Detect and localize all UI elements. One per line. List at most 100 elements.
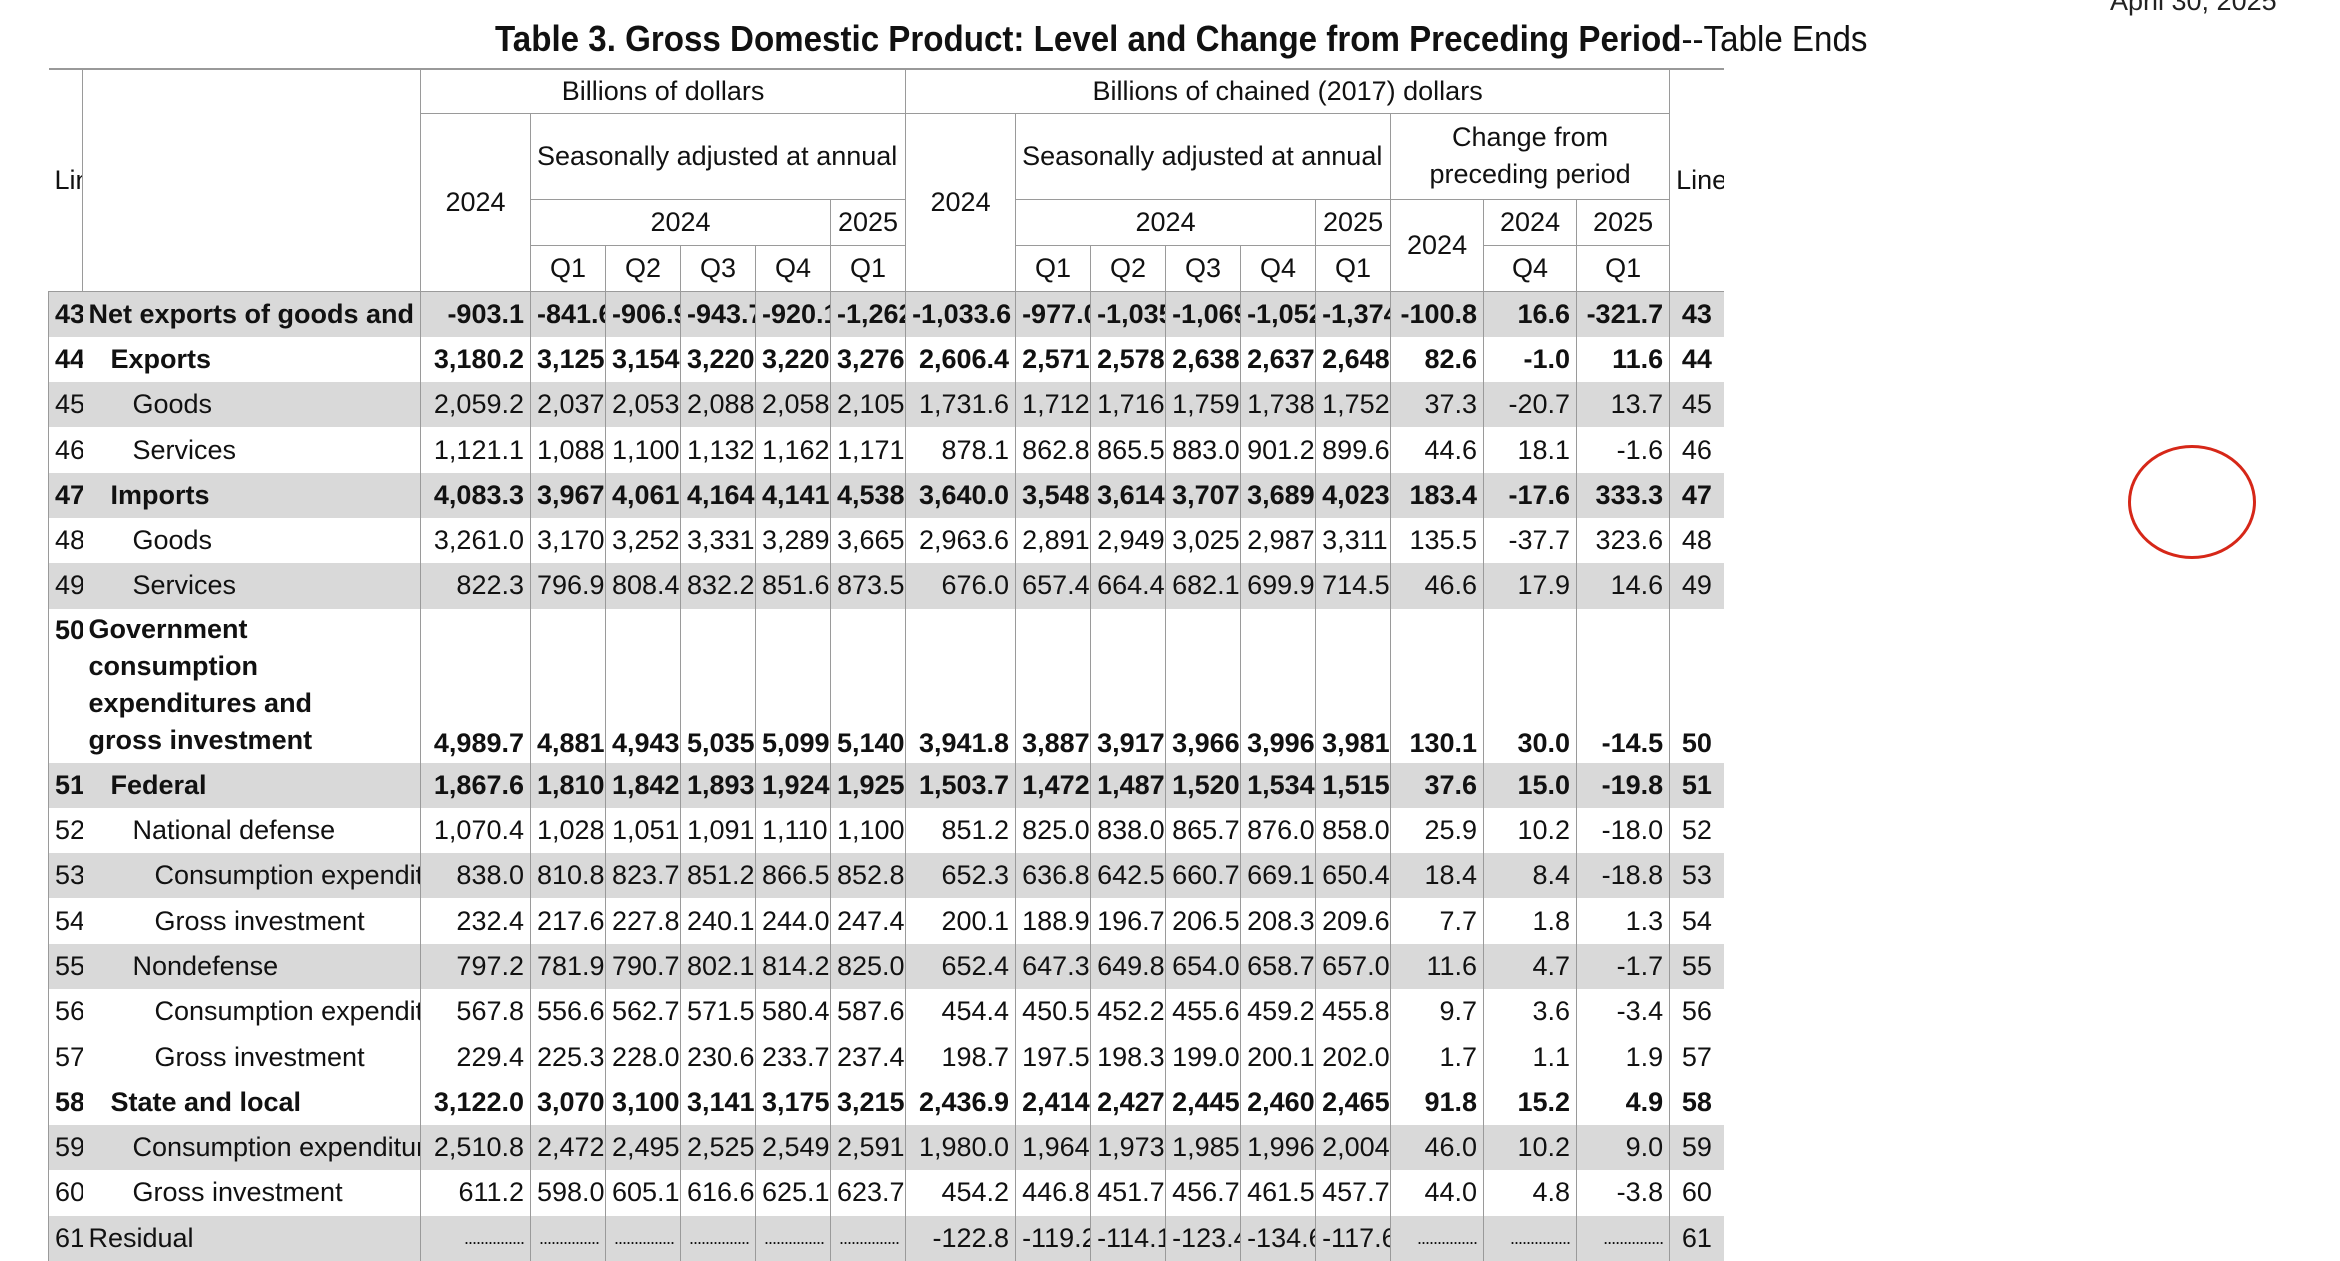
row-value: 562.7 [605,989,681,1035]
row-value: 3,070.7 [530,1079,606,1125]
row-value: 44.0 [1390,1170,1485,1216]
header-change-q4: Q4 [1483,245,1578,292]
row-value: 2,549.9 [755,1124,831,1171]
row-value: 1,171.1 [829,427,907,473]
row-value: 14.6 [1576,563,1671,609]
row-value: 664.4 [1090,563,1167,609]
row-value: 3,941.8 [905,608,1017,763]
row-value: 858.0 [1315,807,1392,854]
row-value: 823.7 [605,853,681,899]
row-value: 25.9 [1390,807,1485,854]
row-value: -1,035.7 [1090,291,1167,337]
row-value: -1,033.6 [905,291,1017,337]
row-value: 625.1 [755,1170,831,1216]
table-row: 45Goods2,059.22,037.02,053.42,088.32,058… [48,382,2292,428]
row-value: 8.4 [1483,853,1578,899]
row-value: 1,472.2 [1015,762,1092,808]
row-value: 1,070.4 [420,807,531,854]
row-value: 4,989.7 [420,608,531,763]
row-value: -906.9 [605,291,681,337]
row-value: ............... [680,1215,756,1261]
table-title: Table 3. Gross Domestic Product: Level a… [105,18,2258,60]
row-line-number: 59 [48,1124,83,1171]
header-saar-chained: Seasonally adjusted at annual rates [1015,113,1392,200]
row-value: 657.4 [1015,563,1092,609]
row-line-number-right: 58 [1669,1079,1724,1125]
header-2024-quarters-current: 2024 [530,199,831,246]
row-value: 323.6 [1576,517,1671,564]
row-value: 446.8 [1015,1170,1092,1216]
row-value: 580.4 [755,989,831,1035]
row-label: Gross investment [82,898,421,944]
row-value: 3,215.2 [829,1079,907,1125]
row-value: -114.1 [1090,1215,1167,1261]
row-value: 878.1 [905,427,1017,473]
header-q2-current: Q2 [605,245,681,292]
row-value: -119.2 [1015,1215,1092,1261]
row-value: 658.7 [1240,943,1317,990]
row-line-number-right: 55 [1669,943,1724,990]
header-year-2024-current: 2024 [420,113,531,292]
row-value: 199.0 [1165,1034,1242,1080]
header-q3-current: Q3 [680,245,756,292]
row-label: Government consumption expenditures and … [82,608,421,763]
header-saar-current: Seasonally adjusted at annual rates [529,113,907,200]
row-value: 1,925.3 [829,762,907,808]
row-value: 682.1 [1165,563,1242,609]
row-value: 2,445.3 [1165,1079,1242,1125]
row-value: 200.1 [1240,1034,1317,1080]
row-value: 237.4 [829,1034,907,1080]
row-line-number-right: 56 [1669,989,1724,1035]
row-value: 3,917.0 [1090,608,1167,763]
row-value: 2,004.9 [1315,1124,1392,1171]
row-value: -17.6 [1483,472,1578,518]
header-2025-current: 2025 [829,199,907,246]
row-value: 451.7 [1090,1170,1167,1216]
table-header: Line Billions of dollars Billions of cha… [48,68,2292,292]
row-value: 3,261.0 [420,517,531,564]
row-value: -100.8 [1390,291,1485,337]
row-value: 808.4 [605,563,681,609]
row-label: Services [82,427,421,473]
row-value: 598.0 [530,1170,606,1216]
row-value: 660.7 [1165,853,1242,899]
row-value: 611.2 [420,1170,531,1216]
row-value: 4,083.3 [420,472,531,518]
row-value: 10.2 [1483,1124,1578,1171]
row-value: 202.0 [1315,1034,1392,1080]
table-row: 51Federal1,867.61,810.31,842.21,893.41,9… [48,762,2292,808]
row-line-number: 57 [48,1034,83,1080]
row-value: 1,712.5 [1015,382,1092,428]
row-value: 2,606.4 [905,336,1017,383]
row-value: 714.5 [1315,563,1392,609]
table-row: 55 Nondefense 797.2 781.9 790.7 802.1 814.2 825… [48,943,2292,990]
header-2024-quarters-chained: 2024 [1015,199,1317,246]
row-value: 9.0 [1576,1124,1671,1171]
row-value: -14.5 [1576,608,1671,763]
row-value: 4,164.0 [680,472,756,518]
header-line-left: Line [48,68,83,292]
table-row: 49 Services 822.3 796.9 808.4 832.2 851.6 873.5… [48,563,2292,609]
row-value: 2,105.3 [829,382,907,428]
row-value: 4,538.7 [829,472,907,518]
row-label: National defense [82,807,421,854]
row-value: 3,967.0 [530,472,606,518]
row-value: 3,887.7 [1015,608,1092,763]
row-value: 814.2 [755,943,831,990]
row-value: 825.0 [829,943,907,990]
row-value: 230.6 [680,1034,756,1080]
row-value: -920.1 [755,291,831,337]
row-value: 1,964.6 [1015,1124,1092,1171]
row-value: 228.0 [605,1034,681,1080]
row-value: 46.6 [1390,563,1485,609]
row-value: 1,810.3 [530,762,606,808]
row-value: 18.1 [1483,427,1578,473]
row-value: 7.7 [1390,898,1485,944]
row-line-number-right: 54 [1669,898,1724,944]
row-value: 4,141.0 [755,472,831,518]
header-q1-current: Q1 [530,245,606,292]
row-value: ............... [755,1215,831,1261]
row-label: Gross investment [82,1034,421,1080]
row-value: 623.7 [829,1170,907,1216]
